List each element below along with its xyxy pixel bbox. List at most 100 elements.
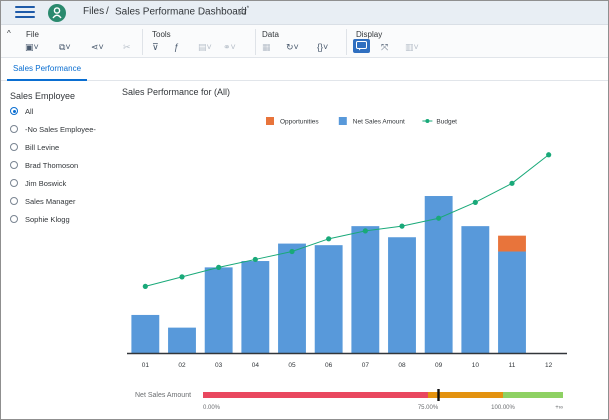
budget-point: [326, 236, 332, 242]
budget-point: [252, 256, 258, 263]
budget-point: [509, 180, 515, 186]
shell-bar: Files / Sales Performane Dashboard* ☆: [1, 1, 608, 25]
x-tick-label: 06: [325, 362, 333, 369]
budget-line: [145, 154, 549, 287]
breadcrumb-separator: /: [106, 6, 109, 17]
budget-point: [216, 264, 222, 270]
gauge-tick-label: +∞: [555, 405, 563, 411]
copy-icon[interactable]: ⧉˅: [59, 42, 71, 52]
delete-icon[interactable]: ✂: [123, 42, 131, 52]
gauge-tick-label: 100.00%: [491, 405, 515, 411]
gauge-band: [203, 392, 428, 398]
filter-option[interactable]: Bill Levine: [10, 142, 59, 154]
bar: [241, 261, 270, 353]
gauge-tick-label: 75.00%: [418, 405, 439, 411]
data-source-icon[interactable]: ▦: [262, 42, 271, 52]
filter-option[interactable]: Jim Boswick: [10, 178, 66, 190]
budget-point: [142, 283, 148, 289]
budget-point: [546, 152, 552, 158]
x-tick-label: 01: [142, 362, 150, 369]
toolbar-divider: [346, 29, 347, 55]
save-icon[interactable]: ▣˅: [25, 42, 39, 52]
radio-icon[interactable]: [10, 179, 18, 188]
chevron-up-icon[interactable]: ^: [7, 29, 11, 38]
bar: [498, 235, 526, 252]
x-tick-label: 04: [252, 362, 260, 369]
gauge-band: [503, 392, 563, 398]
filter-option[interactable]: -No Sales Employee-: [10, 124, 96, 136]
gauge-marker: [437, 389, 440, 401]
link-icon[interactable]: ⚭˅: [223, 42, 236, 52]
toolbar-divider: [255, 29, 256, 55]
page-tabs: Sales Performance: [1, 59, 608, 81]
formula-icon[interactable]: ƒ: [174, 42, 180, 52]
x-tick-label: 11: [509, 362, 516, 369]
legend-label: Opportunities: [280, 119, 319, 126]
radio-icon[interactable]: [10, 215, 18, 224]
bar: [131, 314, 160, 353]
gauge-band: [428, 392, 503, 398]
panel-icon[interactable]: ▥˅: [405, 42, 419, 52]
bar: [351, 226, 380, 353]
radio-selected-icon[interactable]: [10, 107, 18, 116]
legend-label: Net Sales Amount: [353, 119, 405, 126]
tab-sales-performance[interactable]: Sales Performance: [7, 59, 88, 81]
filter-option[interactable]: Sophie Klogg: [10, 214, 70, 226]
filter-option[interactable]: Brad Thomoson: [10, 160, 78, 172]
radio-icon[interactable]: [10, 143, 18, 152]
filter-title: Sales Employee: [10, 91, 76, 101]
comment-icon[interactable]: [353, 39, 370, 53]
x-tick-label: 05: [288, 362, 296, 369]
bar: [498, 251, 526, 353]
x-tick-label: 09: [435, 362, 443, 369]
x-tick-label: 12: [545, 362, 553, 369]
x-tick-label: 08: [398, 362, 406, 369]
chart-title: Sales Performance for (All): [122, 87, 231, 97]
x-tick-label: 03: [215, 362, 223, 369]
toolbar-divider: [142, 29, 143, 55]
bar: [168, 327, 196, 353]
legend-label: Budget: [436, 119, 457, 126]
budget-point: [472, 199, 478, 205]
budget-point: [399, 223, 405, 229]
filter-icon[interactable]: ⊽: [152, 42, 159, 52]
budget-point: [179, 274, 185, 280]
toolbar-group-file: File: [26, 30, 39, 39]
gauge-label: Net Sales Amount: [135, 392, 192, 399]
toolbar-group-tools: Tools: [152, 30, 171, 39]
star-icon[interactable]: ☆: [237, 4, 248, 18]
toolbar-group-data: Data: [262, 30, 279, 39]
bar: [278, 243, 306, 353]
radio-icon[interactable]: [10, 161, 18, 170]
filter-option[interactable]: Sales Manager: [10, 196, 75, 208]
home-icon[interactable]: [48, 4, 66, 22]
legend-swatch: [266, 117, 274, 125]
share-icon[interactable]: ⋖˅: [91, 42, 104, 52]
bar: [204, 267, 233, 353]
budget-point: [362, 228, 368, 234]
bar: [461, 226, 490, 353]
breadcrumb-files[interactable]: Files: [83, 6, 105, 17]
refresh-icon[interactable]: ↻˅: [286, 42, 299, 52]
radio-icon[interactable]: [10, 197, 18, 206]
x-tick-label: 02: [178, 362, 186, 369]
legend-swatch: [338, 117, 347, 125]
legend-swatch: [425, 119, 430, 123]
budget-point: [436, 215, 442, 221]
net-sales-gauge: 0.00% 75.00% 100.00% +∞: [203, 389, 563, 411]
budget-point: [289, 248, 295, 255]
x-tick-label: 10: [472, 362, 480, 369]
toolbar: ^ File ▣˅ ⧉˅ ⋖˅ ✂ Tools ⊽ ƒ ▤˅ ⚭˅ Data ▦…: [1, 25, 608, 58]
fullscreen-icon[interactable]: ⤧: [381, 42, 389, 52]
bar: [314, 245, 343, 353]
chart-icon[interactable]: ▤˅: [198, 42, 212, 52]
toolbar-group-display: Display: [356, 30, 383, 39]
variables-icon[interactable]: {}˅: [317, 42, 329, 52]
radio-icon[interactable]: [10, 125, 18, 134]
bar: [424, 196, 453, 353]
gauge-tick-label: 0.00%: [203, 405, 221, 411]
filter-option[interactable]: All: [10, 106, 33, 118]
x-tick-label: 07: [362, 362, 370, 369]
menu-icon[interactable]: [15, 6, 35, 20]
